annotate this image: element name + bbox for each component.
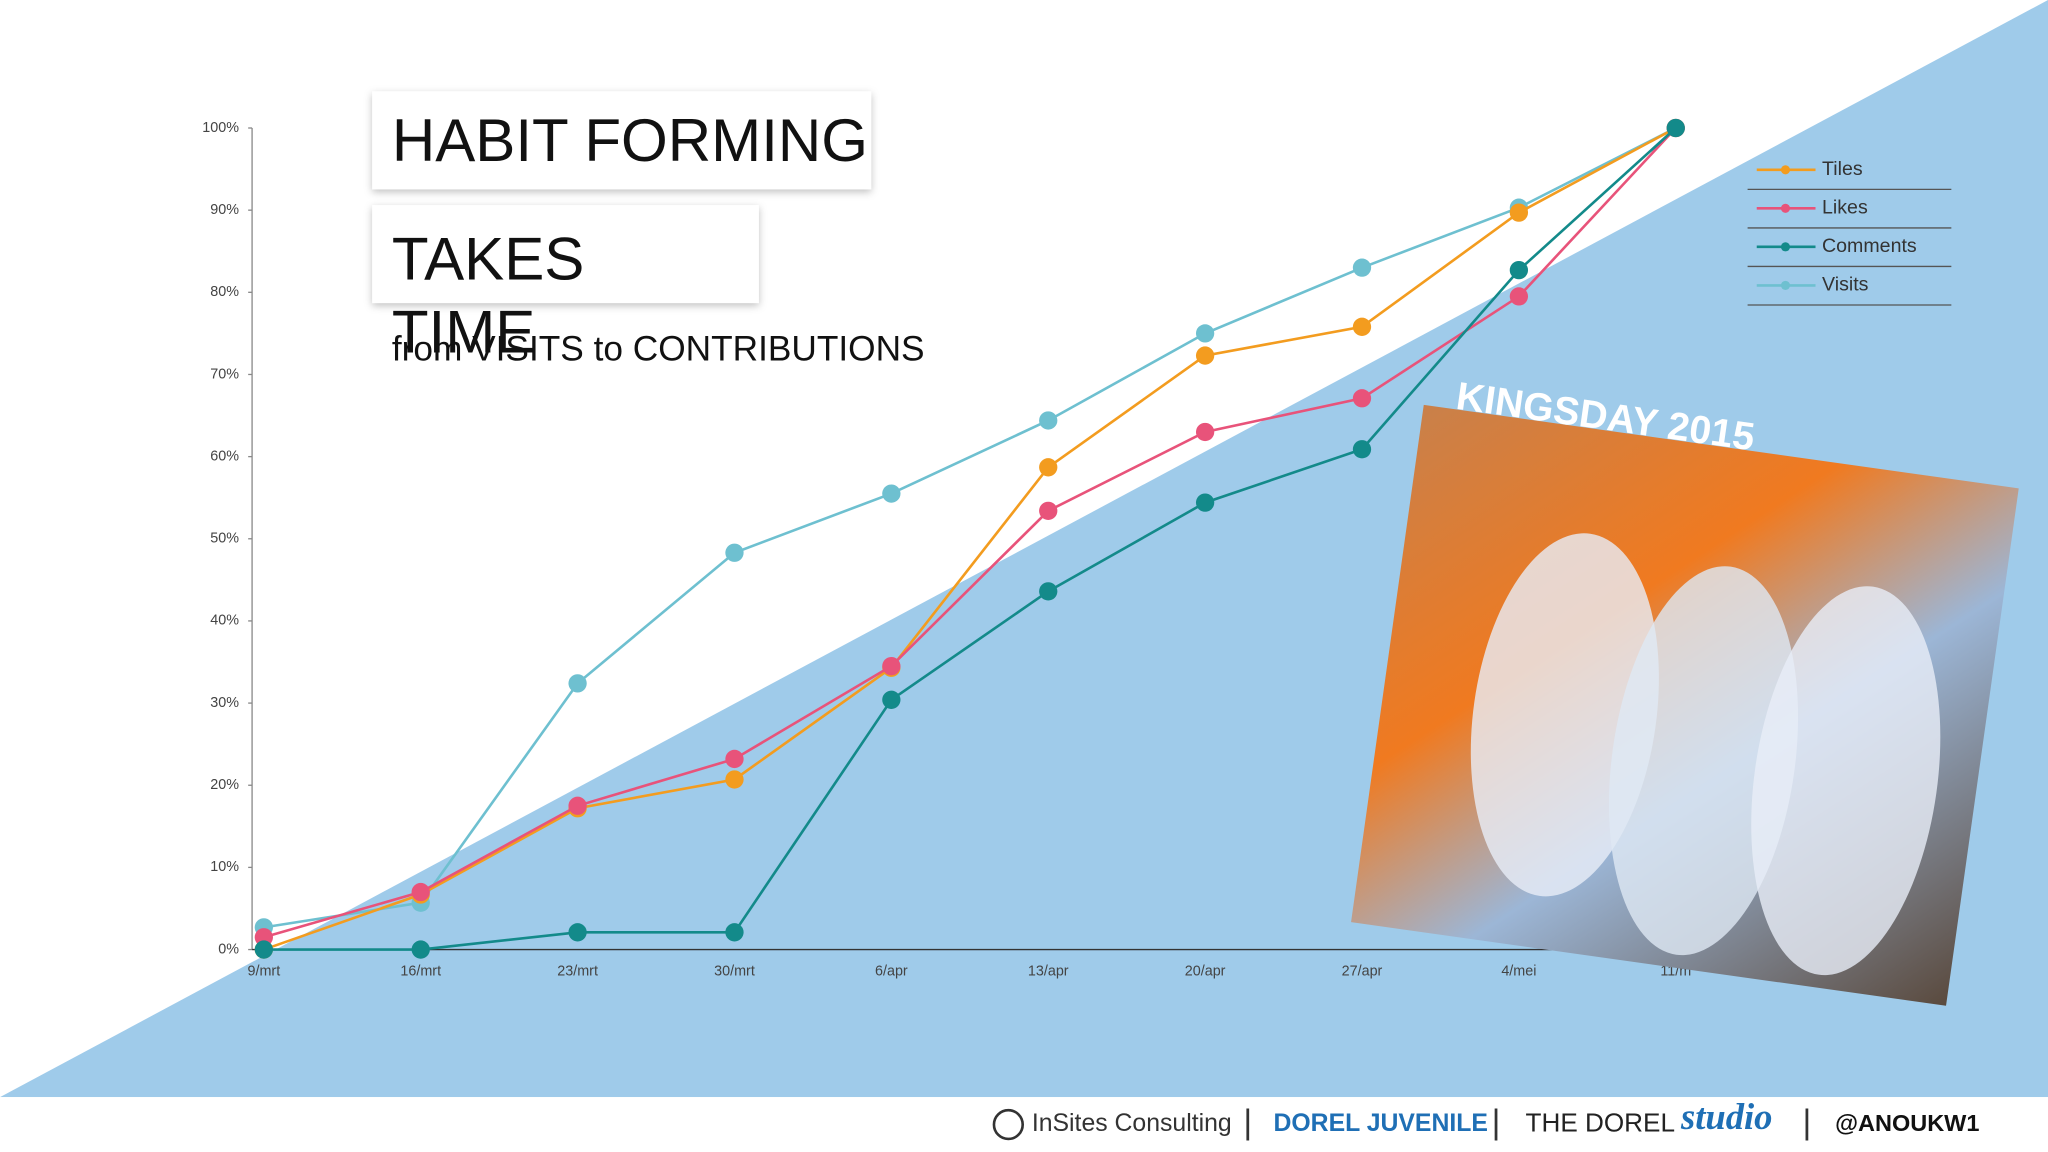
photo	[1351, 404, 2019, 1006]
x-tick-label: 13/apr	[1028, 964, 1069, 980]
y-tick-label: 80%	[210, 284, 239, 300]
footer-item: InSites Consulting	[1032, 1110, 1232, 1137]
data-point	[1666, 118, 1685, 138]
y-tick-label: 70%	[210, 366, 239, 382]
separator: |	[1243, 1104, 1252, 1142]
title: HABIT FORMING	[392, 107, 868, 174]
x-tick-label: 20/apr	[1185, 964, 1226, 980]
y-tick-label: 20%	[210, 777, 239, 793]
data-point	[1509, 287, 1529, 306]
title-2-box: TAKES TIME	[391, 224, 585, 366]
data-point	[1509, 260, 1529, 280]
data-point	[882, 656, 901, 676]
title-box	[372, 205, 759, 304]
data-point	[254, 940, 273, 959]
insites-logo	[992, 1108, 1024, 1141]
data-point	[882, 484, 901, 503]
data-point	[1195, 346, 1215, 365]
data-point	[725, 923, 744, 942]
legend-marker	[1780, 165, 1791, 175]
data-point	[1352, 258, 1372, 277]
legend-label: Comments	[1822, 235, 1917, 257]
legend-marker	[1780, 242, 1791, 252]
data-point	[568, 923, 587, 942]
title-2: TAKES TIME	[391, 224, 585, 366]
x-tick-label: 27/apr	[1342, 964, 1383, 980]
data-point	[1039, 458, 1058, 477]
photo-figure	[1608, 566, 1799, 956]
data-point	[1509, 203, 1529, 222]
legend-label: Visits	[1822, 274, 1869, 296]
series-line	[263, 127, 1677, 939]
x-tick-label: 30/mrt	[714, 964, 755, 980]
data-point	[1352, 317, 1372, 336]
data-point	[882, 690, 901, 709]
y-tick-label: 50%	[210, 531, 239, 547]
data-point	[411, 940, 430, 959]
y-tick-label: 100%	[202, 120, 239, 136]
x-tick-label: 9/mrt	[247, 964, 280, 980]
data-point	[568, 796, 587, 815]
data-point	[725, 749, 744, 769]
y-tick-label: 90%	[210, 202, 239, 218]
x-tick-label: 4/mei	[1501, 964, 1536, 980]
separator: |	[1802, 1104, 1811, 1142]
data-point	[568, 674, 587, 693]
subtitle: from VISITS to CONTRIBUTIONS	[392, 330, 925, 369]
x-tick-label: 16/mrt	[400, 964, 441, 980]
y-tick-label: 40%	[210, 613, 239, 629]
data-point	[1039, 411, 1058, 430]
footer-item: studio	[1680, 1096, 1772, 1137]
data-point	[1039, 501, 1058, 520]
x-tick-label: 23/mrt	[557, 964, 598, 980]
footer-item: DOREL JUVENILE	[1273, 1110, 1488, 1137]
legend-marker	[1780, 203, 1791, 213]
y-tick-label: 30%	[210, 695, 239, 711]
legend-marker	[1780, 280, 1791, 290]
series-line	[263, 126, 1677, 929]
y-tick-label: 10%	[210, 859, 239, 875]
footer-item: @ANOUKW1	[1835, 1110, 1979, 1136]
data-point	[1195, 422, 1215, 442]
data-point	[725, 543, 744, 562]
x-tick-label: 6/apr	[875, 964, 908, 980]
legend-label: Likes	[1822, 196, 1868, 218]
data-point	[1195, 324, 1215, 343]
data-point	[1352, 389, 1372, 408]
photo-figure	[1751, 586, 1941, 976]
legend-label: Tiles	[1822, 158, 1863, 180]
data-point	[1039, 582, 1058, 601]
data-point	[1352, 440, 1372, 459]
y-tick-label: 0%	[218, 941, 239, 957]
series-line	[263, 126, 1677, 951]
plot: 0% 10% 20% 30% 40% 50% 60% 70% 80% 90% 100% 9/mrt 16…	[202, 118, 1952, 980]
data-point	[1195, 493, 1215, 512]
separator: |	[1492, 1104, 1501, 1142]
footer-item: THE DOREL	[1526, 1107, 1675, 1137]
title-box	[372, 91, 872, 190]
data-point	[411, 882, 430, 902]
series-line	[263, 127, 1677, 951]
y-tick-label: 60%	[210, 448, 239, 464]
data-point	[725, 770, 744, 789]
